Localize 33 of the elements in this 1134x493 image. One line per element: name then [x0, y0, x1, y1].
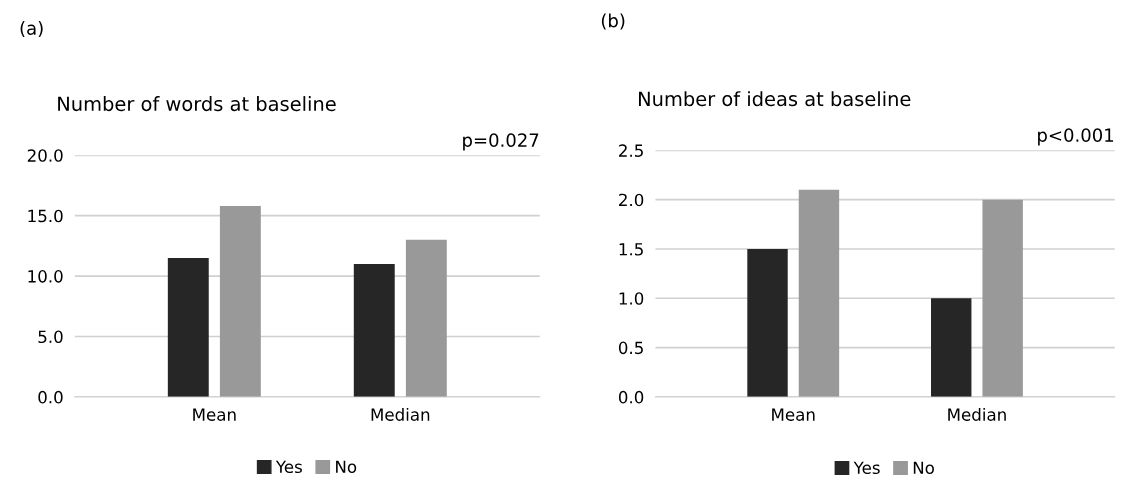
- text: (b): [601, 13, 625, 30]
- y-tick-label: 0.5: [618, 341, 643, 355]
- chart-title: Number of ideas at baseline: [638, 91, 911, 107]
- y-tick-label: 1.0: [619, 292, 644, 305]
- y-tick-label: 2.5: [619, 144, 643, 157]
- x-tick-label: Mean: [772, 408, 815, 421]
- bar: [747, 248, 788, 397]
- legend-label: Yes: [853, 461, 880, 475]
- chart-title: Number of words at baseline: [58, 96, 336, 112]
- text: (a): [20, 20, 43, 38]
- y-tick-label: 20.0: [27, 149, 63, 162]
- y-tick-label: 5.0: [38, 330, 63, 344]
- y-tick-label: 1.5: [619, 243, 643, 256]
- text: p=0.027: [463, 133, 539, 151]
- bar: [798, 189, 840, 397]
- x-tick-label: Median: [948, 407, 1006, 421]
- y-tick-label: 0.0: [618, 390, 644, 404]
- legend-label: Yes: [275, 460, 302, 474]
- bar: [167, 257, 209, 397]
- x-tick-label: Median: [371, 407, 430, 421]
- bar: [931, 298, 972, 397]
- legend-label: No: [336, 460, 357, 474]
- y-tick-label: 10.0: [28, 270, 63, 283]
- legend-label: No: [913, 461, 934, 475]
- y-tick-label: 15.0: [28, 209, 63, 223]
- y-tick-label: 0.0: [38, 390, 63, 404]
- text: p<0.001: [1038, 128, 1114, 146]
- x-tick-label: Mean: [193, 408, 236, 421]
- y-tick-label: 2.0: [619, 193, 644, 207]
- bar: [405, 239, 447, 397]
- bar: [982, 199, 1023, 397]
- bar: [353, 264, 395, 397]
- bar: [219, 206, 261, 397]
